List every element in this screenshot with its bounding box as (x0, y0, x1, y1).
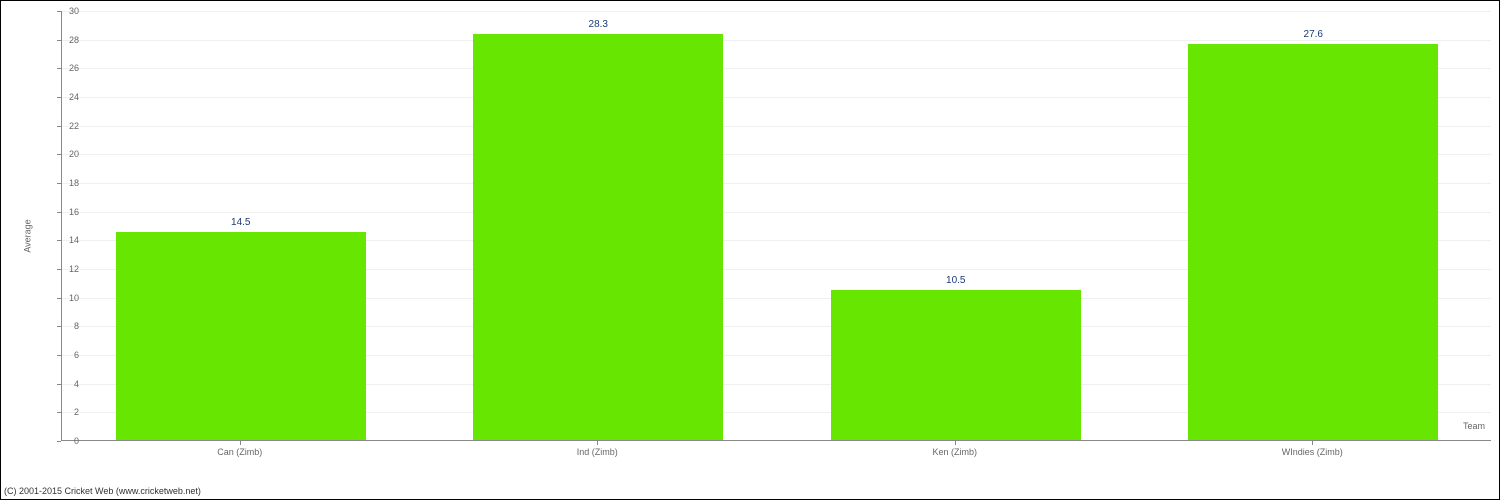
x-tick-label: WIndies (Zimb) (1282, 447, 1343, 457)
y-tick-label: 28 (49, 35, 79, 45)
y-tick-label: 14 (49, 235, 79, 245)
x-tick-mark (597, 441, 598, 445)
x-axis-label: Team (1463, 421, 1485, 431)
gridline (62, 11, 1491, 12)
bar (1188, 44, 1438, 440)
bar (473, 34, 723, 440)
copyright-text: (C) 2001-2015 Cricket Web (www.cricketwe… (4, 486, 201, 496)
y-tick-label: 26 (49, 63, 79, 73)
y-tick-label: 18 (49, 178, 79, 188)
bar-value-label: 10.5 (946, 275, 965, 286)
y-tick-label: 4 (49, 379, 79, 389)
x-tick-mark (955, 441, 956, 445)
chart-container: Average 14.528.310.527.6 Team 0246810121… (36, 11, 1491, 461)
y-axis-label: Average (23, 219, 33, 252)
bar-value-label: 14.5 (231, 217, 250, 228)
y-tick-label: 10 (49, 293, 79, 303)
y-tick-label: 22 (49, 121, 79, 131)
gridline (62, 40, 1491, 41)
bar (831, 290, 1081, 441)
bar (116, 232, 366, 440)
y-tick-label: 2 (49, 407, 79, 417)
y-tick-label: 30 (49, 6, 79, 16)
y-tick-label: 0 (49, 436, 79, 446)
x-tick-label: Can (Zimb) (217, 447, 262, 457)
y-tick-label: 24 (49, 92, 79, 102)
bar-value-label: 27.6 (1304, 29, 1323, 40)
y-tick-label: 8 (49, 321, 79, 331)
x-tick-mark (1312, 441, 1313, 445)
plot-area: 14.5 28.3 10.5 27.6 (61, 11, 1491, 441)
x-tick-label: Ind (Zimb) (577, 447, 618, 457)
y-tick-label: 16 (49, 207, 79, 217)
y-tick-label: 20 (49, 149, 79, 159)
x-tick-label: Ken (Zimb) (932, 447, 977, 457)
y-tick-label: 6 (49, 350, 79, 360)
y-tick-label: 12 (49, 264, 79, 274)
x-tick-mark (240, 441, 241, 445)
bar-value-label: 28.3 (589, 19, 608, 30)
